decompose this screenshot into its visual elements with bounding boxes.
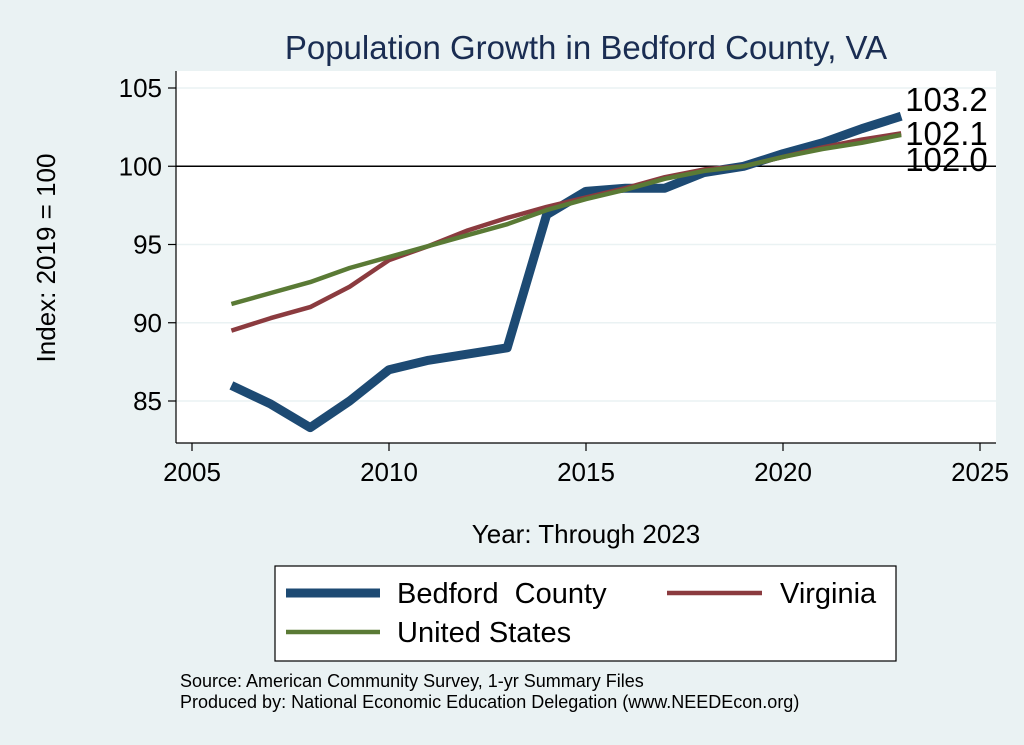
y-tick-label-3: 100 [119, 151, 162, 181]
y-axis-title: Index: 2019 = 100 [31, 154, 61, 363]
y-tick-label-0: 85 [133, 386, 162, 416]
x-tick-label-1: 2010 [360, 457, 418, 487]
series-line-2 [230, 132, 902, 307]
x-tick-label-0: 2005 [163, 457, 221, 487]
legend-label-1: Virginia [780, 578, 877, 610]
series-lines [229, 111, 903, 433]
legend-box [274, 565, 897, 662]
gridlines [176, 87, 996, 402]
y-tick-label-2: 95 [133, 230, 162, 260]
y-tick-label-1: 90 [133, 308, 162, 338]
x-axis-title: Year: Through 2023 [472, 519, 700, 549]
x-tick-label-4: 2025 [951, 457, 1009, 487]
x-tick-label-2: 2015 [557, 457, 615, 487]
chart-title: Population Growth in Bedford County, VA [285, 29, 887, 66]
legend-label-2: United States [397, 617, 571, 649]
x-tick-label-3: 2020 [754, 457, 812, 487]
source-notes: Source: American Community Survey, 1-yr … [180, 671, 799, 712]
y-tick-label-4: 105 [119, 73, 162, 103]
source-note-1: Produced by: National Economic Education… [180, 692, 799, 712]
tick-labels: 85 90 95 100 105 2005 2010 2015 2020 2025 [119, 73, 1009, 487]
legend-label-0: Bedford County [397, 578, 607, 610]
legend: Bedford County Virginia United States [274, 565, 897, 662]
end-label-1: 102.1 [905, 115, 988, 152]
source-note-0: Source: American Community Survey, 1-yr … [180, 671, 644, 691]
end-label-2: 102.0 [905, 141, 988, 178]
end-label-0: 103.2 [905, 81, 988, 118]
